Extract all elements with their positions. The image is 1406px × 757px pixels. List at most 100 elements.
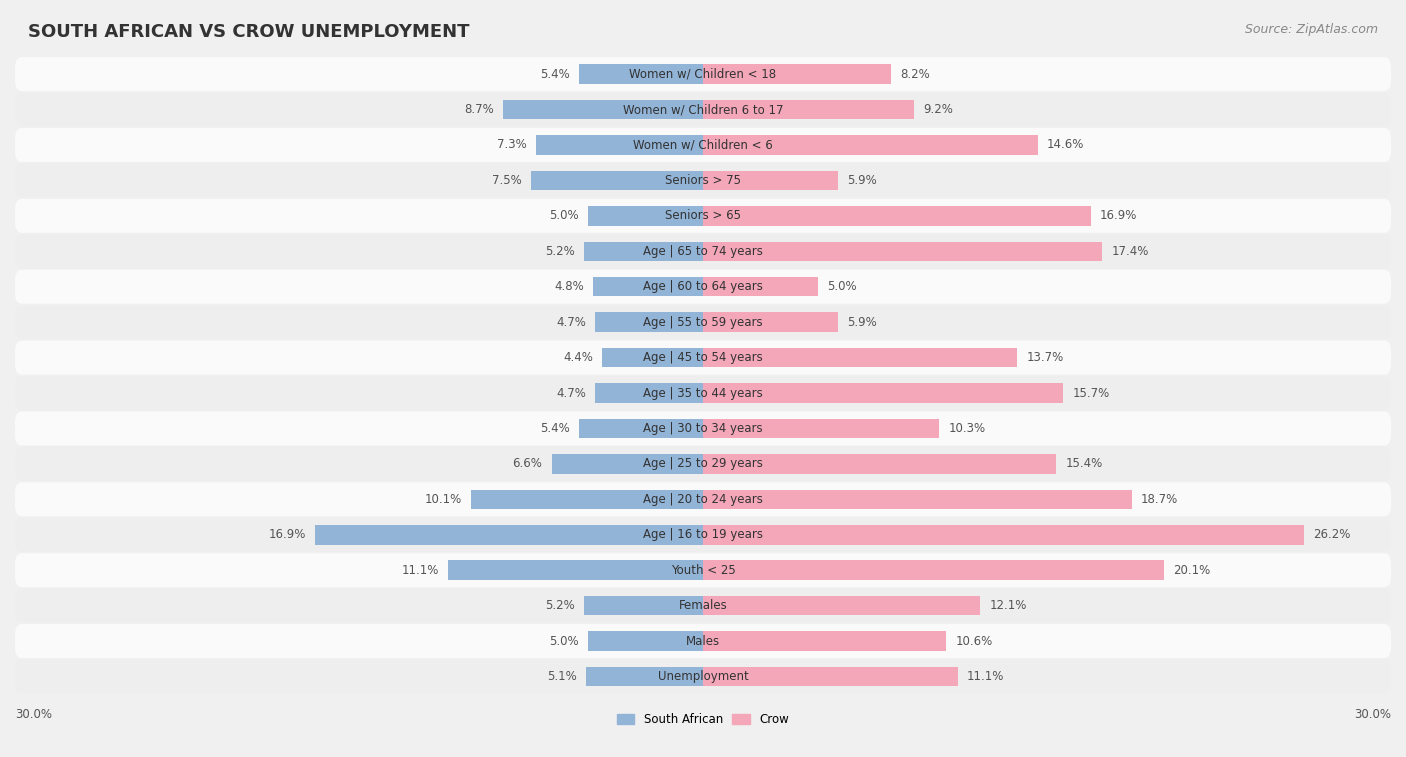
Bar	[703, 525, 1303, 544]
Text: Age | 60 to 64 years: Age | 60 to 64 years	[643, 280, 763, 293]
Text: 5.9%: 5.9%	[848, 316, 877, 329]
Text: Age | 45 to 54 years: Age | 45 to 54 years	[643, 351, 763, 364]
FancyBboxPatch shape	[15, 553, 1391, 587]
Bar	[703, 596, 980, 615]
Text: 10.1%: 10.1%	[425, 493, 463, 506]
Bar	[579, 419, 703, 438]
Bar	[703, 667, 957, 687]
FancyBboxPatch shape	[15, 518, 1391, 552]
Bar	[586, 667, 703, 687]
Bar	[588, 206, 703, 226]
Text: Seniors > 65: Seniors > 65	[665, 210, 741, 223]
Text: Age | 65 to 74 years: Age | 65 to 74 years	[643, 245, 763, 258]
Text: 11.1%: 11.1%	[967, 670, 1004, 683]
FancyBboxPatch shape	[15, 341, 1391, 375]
Text: 30.0%: 30.0%	[1354, 709, 1391, 721]
FancyBboxPatch shape	[15, 92, 1391, 126]
Bar	[703, 206, 1091, 226]
Bar	[536, 136, 703, 154]
Text: 18.7%: 18.7%	[1142, 493, 1178, 506]
Text: 5.2%: 5.2%	[544, 245, 575, 258]
Bar	[703, 560, 1164, 580]
Text: 8.7%: 8.7%	[464, 103, 495, 116]
Text: 5.2%: 5.2%	[544, 599, 575, 612]
Text: 9.2%: 9.2%	[924, 103, 953, 116]
FancyBboxPatch shape	[15, 412, 1391, 445]
Text: 4.7%: 4.7%	[557, 316, 586, 329]
Bar	[703, 313, 838, 332]
Text: 26.2%: 26.2%	[1313, 528, 1350, 541]
Text: 15.7%: 15.7%	[1073, 387, 1109, 400]
Text: SOUTH AFRICAN VS CROW UNEMPLOYMENT: SOUTH AFRICAN VS CROW UNEMPLOYMENT	[28, 23, 470, 41]
Text: 4.4%: 4.4%	[562, 351, 593, 364]
Bar	[449, 560, 703, 580]
Text: 7.3%: 7.3%	[496, 139, 526, 151]
Text: 5.4%: 5.4%	[540, 67, 569, 80]
Bar	[583, 241, 703, 261]
Bar	[703, 490, 1132, 509]
Bar	[703, 136, 1038, 154]
FancyBboxPatch shape	[15, 234, 1391, 268]
FancyBboxPatch shape	[15, 447, 1391, 481]
FancyBboxPatch shape	[15, 624, 1391, 658]
Text: 5.1%: 5.1%	[547, 670, 576, 683]
Text: 4.8%: 4.8%	[554, 280, 583, 293]
Text: Age | 35 to 44 years: Age | 35 to 44 years	[643, 387, 763, 400]
Bar	[579, 64, 703, 84]
Text: Women w/ Children 6 to 17: Women w/ Children 6 to 17	[623, 103, 783, 116]
Legend: South African, Crow: South African, Crow	[612, 708, 794, 731]
Text: 11.1%: 11.1%	[402, 564, 439, 577]
Text: Age | 16 to 19 years: Age | 16 to 19 years	[643, 528, 763, 541]
Bar	[583, 596, 703, 615]
Bar	[315, 525, 703, 544]
Text: 4.7%: 4.7%	[557, 387, 586, 400]
Text: 14.6%: 14.6%	[1047, 139, 1084, 151]
Bar	[703, 631, 946, 651]
Text: 13.7%: 13.7%	[1026, 351, 1063, 364]
Bar	[703, 383, 1063, 403]
Bar	[703, 419, 939, 438]
Text: 5.9%: 5.9%	[848, 174, 877, 187]
Text: Age | 30 to 34 years: Age | 30 to 34 years	[643, 422, 763, 435]
Text: Source: ZipAtlas.com: Source: ZipAtlas.com	[1244, 23, 1378, 36]
FancyBboxPatch shape	[15, 589, 1391, 623]
Bar	[595, 313, 703, 332]
Bar	[595, 383, 703, 403]
FancyBboxPatch shape	[15, 57, 1391, 91]
FancyBboxPatch shape	[15, 269, 1391, 304]
Bar	[703, 64, 891, 84]
Text: Age | 55 to 59 years: Age | 55 to 59 years	[643, 316, 763, 329]
Bar	[588, 631, 703, 651]
Text: 5.0%: 5.0%	[827, 280, 856, 293]
Bar	[602, 348, 703, 367]
Bar	[531, 170, 703, 190]
Text: Males: Males	[686, 634, 720, 647]
Text: 10.6%: 10.6%	[955, 634, 993, 647]
Text: 16.9%: 16.9%	[269, 528, 307, 541]
Text: 8.2%: 8.2%	[900, 67, 929, 80]
Text: 20.1%: 20.1%	[1173, 564, 1211, 577]
FancyBboxPatch shape	[15, 128, 1391, 162]
Text: 5.0%: 5.0%	[550, 634, 579, 647]
Text: 6.6%: 6.6%	[513, 457, 543, 470]
Bar	[703, 170, 838, 190]
Text: 5.4%: 5.4%	[540, 422, 569, 435]
Text: Age | 25 to 29 years: Age | 25 to 29 years	[643, 457, 763, 470]
Bar	[471, 490, 703, 509]
Bar	[593, 277, 703, 297]
Text: 12.1%: 12.1%	[990, 599, 1026, 612]
Text: Women w/ Children < 18: Women w/ Children < 18	[630, 67, 776, 80]
Text: Women w/ Children < 6: Women w/ Children < 6	[633, 139, 773, 151]
Text: Youth < 25: Youth < 25	[671, 564, 735, 577]
Text: 15.4%: 15.4%	[1066, 457, 1102, 470]
Text: 16.9%: 16.9%	[1099, 210, 1137, 223]
Text: Unemployment: Unemployment	[658, 670, 748, 683]
FancyBboxPatch shape	[15, 376, 1391, 410]
Bar	[503, 100, 703, 120]
Bar	[703, 241, 1102, 261]
FancyBboxPatch shape	[15, 164, 1391, 198]
Bar	[703, 348, 1017, 367]
Text: Age | 20 to 24 years: Age | 20 to 24 years	[643, 493, 763, 506]
Text: 7.5%: 7.5%	[492, 174, 522, 187]
Text: 30.0%: 30.0%	[15, 709, 52, 721]
